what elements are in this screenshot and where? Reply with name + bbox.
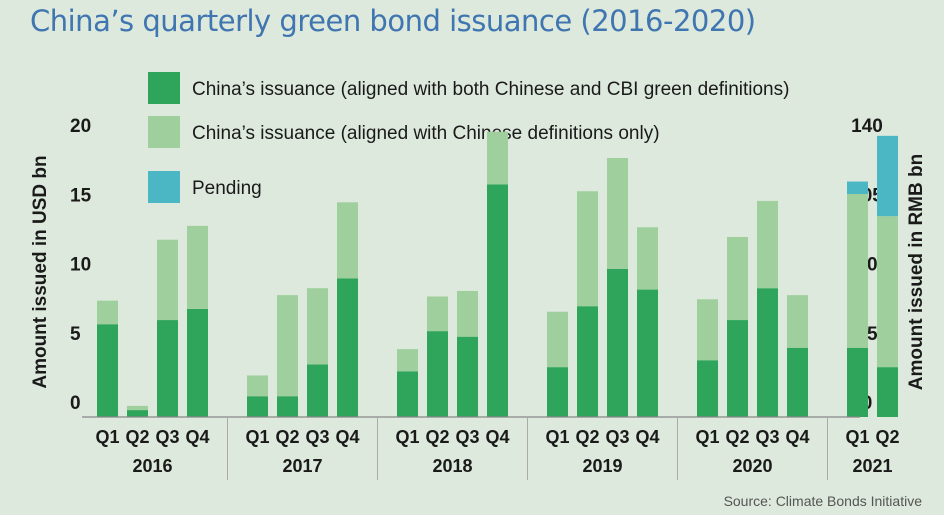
bar-chinese-only [547, 311, 568, 368]
y-tick-left: 10 [70, 255, 91, 276]
bar-aligned [277, 396, 298, 417]
bar-aligned [187, 308, 208, 417]
chart-title: China’s quarterly green bond issuance (2… [30, 4, 756, 38]
x-tick-label: Q1 [545, 427, 569, 447]
x-tick-label: Q2 [275, 427, 299, 447]
bar-aligned [157, 320, 178, 417]
x-tick-label: Q3 [605, 427, 629, 447]
bar-aligned [577, 306, 598, 417]
bar-aligned [757, 288, 778, 417]
x-tick-label: Q4 [785, 427, 809, 447]
year-label: 2019 [582, 456, 622, 476]
bar-chinese-only [637, 227, 658, 290]
y-axis-title-left: Amount issued in USD bn [30, 155, 51, 388]
legend-swatch-0 [148, 72, 180, 104]
x-tick-label: Q1 [95, 427, 119, 447]
x-tick-label: Q3 [305, 427, 329, 447]
bar-chinese-only [307, 288, 328, 365]
x-tick-label: Q1 [245, 427, 269, 447]
x-tick-label: Q2 [425, 427, 449, 447]
bar-aligned [127, 410, 148, 417]
legend-label-2: Pending [192, 178, 262, 199]
bar-aligned [697, 360, 718, 417]
year-label: 2018 [432, 456, 472, 476]
x-tick-label: Q4 [185, 427, 209, 447]
bar-chinese-only [157, 239, 178, 321]
source-note: Source: Climate Bonds Initiative [723, 493, 922, 509]
bars [97, 131, 898, 417]
legend-swatch-1 [148, 116, 180, 148]
bar-chinese-only [277, 295, 298, 397]
bar-aligned [847, 347, 868, 417]
bar-chinese-only [247, 375, 268, 397]
legend-label-0: China’s issuance (aligned with both Chin… [192, 79, 789, 100]
x-tick-label: Q3 [455, 427, 479, 447]
bar-aligned [307, 364, 328, 417]
y-tick-left: 0 [70, 393, 81, 414]
bar-chinese-only [607, 158, 628, 269]
y-tick-left: 15 [70, 185, 92, 206]
bar-aligned [607, 268, 628, 417]
left-axis: 0 5 10 15 20 Amount issued in USD bn [30, 116, 92, 414]
bar-chinese-only [487, 131, 508, 185]
y-tick-right: 140 [851, 116, 883, 137]
bar-chinese-only [847, 194, 868, 348]
year-label: 2017 [282, 456, 322, 476]
legend-swatch-2 [148, 171, 180, 203]
bar-chinese-only [757, 200, 778, 289]
x-tick-label: Q2 [875, 427, 899, 447]
year-label: 2021 [852, 456, 892, 476]
x-tick-label: Q2 [725, 427, 749, 447]
bar-aligned [637, 289, 658, 417]
bar-aligned [427, 331, 448, 417]
bar-chinese-only [397, 349, 418, 372]
legend: China’s issuance (aligned with both Chin… [148, 72, 789, 203]
bar-pending [877, 135, 898, 217]
legend-label-1: China’s issuance (aligned with Chinese d… [192, 123, 660, 144]
bar-chinese-only [337, 202, 358, 279]
y-tick-left: 5 [70, 324, 81, 345]
x-tick-label: Q3 [755, 427, 779, 447]
bar-aligned [337, 278, 358, 417]
bar-chinese-only [577, 191, 598, 307]
bar-aligned [397, 371, 418, 417]
bar-aligned [97, 324, 118, 417]
x-tick-label: Q1 [845, 427, 869, 447]
bar-aligned [487, 184, 508, 417]
bar-chinese-only [697, 299, 718, 361]
bar-aligned [247, 396, 268, 417]
bar-chinese-only [787, 295, 808, 348]
bar-aligned [787, 347, 808, 417]
x-tick-label: Q4 [485, 427, 509, 447]
bar-chinese-only [127, 405, 148, 411]
bar-chinese-only [187, 225, 208, 309]
bar-chinese-only [877, 216, 898, 368]
x-tick-label: Q2 [575, 427, 599, 447]
y-axis-title-right: Amount issued in RMB bn [906, 154, 927, 390]
x-tick-label: Q3 [155, 427, 179, 447]
bar-aligned [727, 320, 748, 417]
y-tick-left: 20 [70, 116, 91, 137]
bar-chinese-only [97, 300, 118, 325]
x-tick-label: Q2 [125, 427, 149, 447]
x-axis: Q1 Q2 Q3 Q4 2016 Q1 Q2 Q3 Q4 2017 Q1 Q2 Q3 Q4 2018 Q1 Q2… [82, 416, 900, 480]
bar-aligned [877, 367, 898, 417]
year-label: 2016 [132, 456, 172, 476]
year-label: 2020 [732, 456, 772, 476]
x-tick-label: Q1 [395, 427, 419, 447]
x-tick-label: Q1 [695, 427, 719, 447]
x-tick-label: Q4 [335, 427, 359, 447]
x-tick-label: Q4 [635, 427, 659, 447]
bar-aligned [547, 367, 568, 417]
bar-chinese-only [727, 236, 748, 321]
bar-aligned [457, 336, 478, 417]
bar-pending [847, 181, 868, 195]
bar-chinese-only [457, 290, 478, 337]
bar-chinese-only [427, 296, 448, 332]
